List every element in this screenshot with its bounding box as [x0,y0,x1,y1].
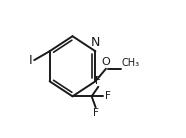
Text: F: F [105,91,110,101]
Text: I: I [28,54,32,67]
Text: O: O [102,57,110,67]
Text: F: F [95,76,101,86]
Text: CH₃: CH₃ [122,58,140,68]
Text: F: F [93,108,99,118]
Text: N: N [91,35,100,49]
